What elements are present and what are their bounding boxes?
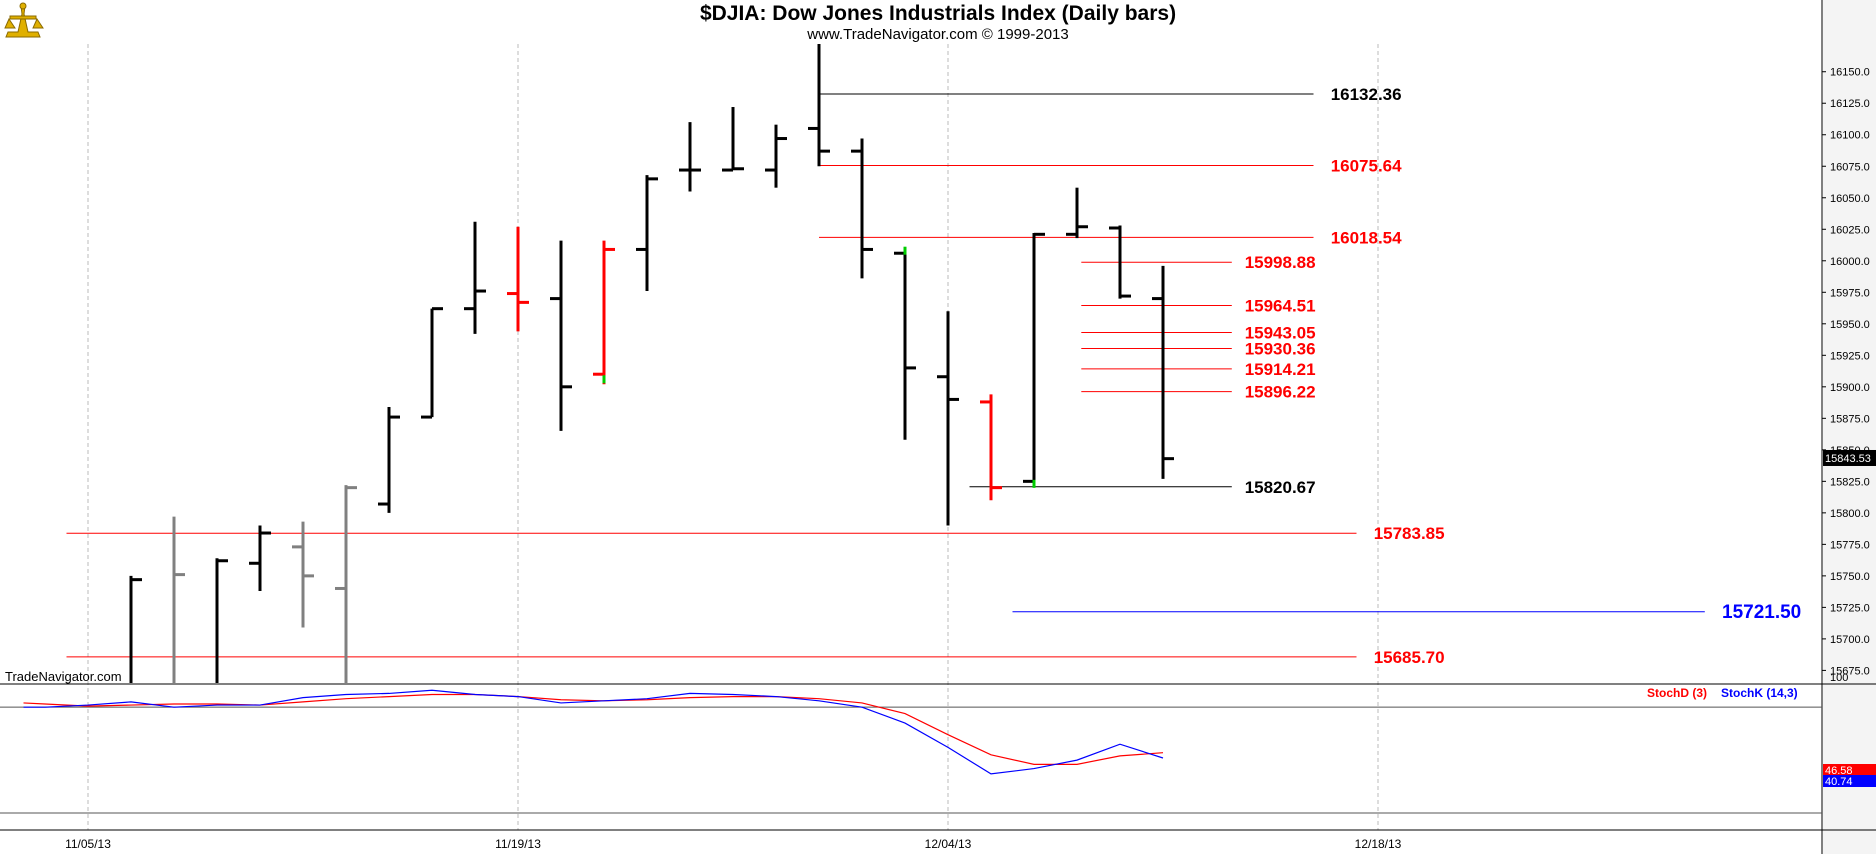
y-tick-label: 15975.0 xyxy=(1830,287,1870,299)
last-price-label: 15843.53 xyxy=(1825,453,1871,465)
chart-subtitle: www.TradeNavigator.com © 1999-2013 xyxy=(807,26,1069,43)
stoch-legend-d: StochD (3) xyxy=(1647,686,1707,700)
x-tick-label: 11/05/13 xyxy=(65,837,111,851)
level-label: 15685.70 xyxy=(1374,648,1445,667)
x-tick-label: 11/19/13 xyxy=(495,837,541,851)
y-tick-label: 16000.0 xyxy=(1830,256,1870,268)
level-label: 15783.85 xyxy=(1374,524,1445,543)
y-tick-label: 15675.0 xyxy=(1830,665,1870,677)
level-label: 16075.64 xyxy=(1331,156,1402,175)
level-label: 16132.36 xyxy=(1331,85,1402,104)
stoch-end-label: 40.74 xyxy=(1825,776,1853,788)
level-label: 15998.88 xyxy=(1245,253,1316,272)
x-tick-label: 12/18/13 xyxy=(1355,837,1402,851)
y-tick-label: 15700.0 xyxy=(1830,634,1870,646)
level-label: 16018.54 xyxy=(1331,228,1402,247)
level-label: 15964.51 xyxy=(1245,297,1316,316)
chart-title: $DJIA: Dow Jones Industrials Index (Dail… xyxy=(699,2,1177,25)
y-tick-label: 15900.0 xyxy=(1830,382,1870,394)
y-tick-label: 16150.0 xyxy=(1830,67,1870,79)
y-tick-label: 16125.0 xyxy=(1830,98,1870,110)
trade-navigator-logo-icon xyxy=(4,2,44,38)
level-label: 15820.67 xyxy=(1245,478,1316,497)
level-label: 15896.22 xyxy=(1245,383,1316,402)
last-price-box xyxy=(1823,449,1876,466)
right-axis-bg xyxy=(1823,0,1876,854)
stoch-series-line xyxy=(23,689,1164,775)
y-tick-label: 15950.0 xyxy=(1830,319,1870,331)
level-label: 15721.50 xyxy=(1722,602,1801,623)
stoch-end-label: 46.58 xyxy=(1825,765,1853,777)
y-tick-label: 15825.0 xyxy=(1830,476,1870,488)
y-tick-label: 15775.0 xyxy=(1830,539,1870,551)
y-tick-label: 16025.0 xyxy=(1830,224,1870,236)
price-panel-bg xyxy=(0,44,1822,683)
y-tick-label: 15725.0 xyxy=(1830,602,1870,614)
x-tick-label: 12/04/13 xyxy=(925,837,972,851)
y-tick-label: 15800.0 xyxy=(1830,508,1870,520)
level-label: 15930.36 xyxy=(1245,340,1316,359)
stoch-legend-k: StochK (14,3) xyxy=(1721,686,1798,700)
stoch-series-line xyxy=(23,693,1164,765)
stoch-y-tick-label: 100 xyxy=(1830,672,1848,684)
stoch-panel-bg xyxy=(0,686,1822,830)
stoch-end-box xyxy=(1823,764,1876,776)
y-tick-label: 16075.0 xyxy=(1830,161,1870,173)
watermark-text: TradeNavigator.com xyxy=(5,669,122,684)
price-plot xyxy=(66,44,1705,683)
y-tick-label: 15750.0 xyxy=(1830,571,1870,583)
level-label: 15914.21 xyxy=(1245,360,1316,379)
y-tick-label: 16100.0 xyxy=(1830,130,1870,142)
y-tick-label: 15925.0 xyxy=(1830,350,1870,362)
y-tick-label: 15875.0 xyxy=(1830,413,1870,425)
stoch-end-box xyxy=(1823,775,1876,787)
stoch-plot xyxy=(0,689,1822,814)
y-tick-label: 16050.0 xyxy=(1830,193,1870,205)
level-label: 15943.05 xyxy=(1245,324,1316,343)
